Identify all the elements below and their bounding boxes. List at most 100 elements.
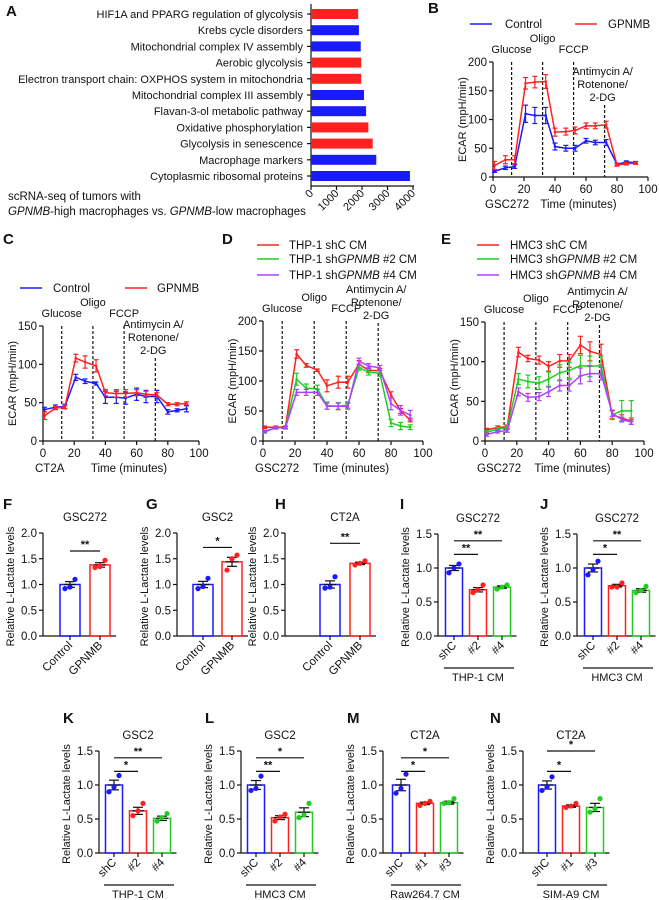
bar-shC <box>444 567 464 637</box>
data-point <box>263 425 266 429</box>
text-part: ECAR (mpH/min) <box>7 341 19 426</box>
injection-label: FCCP <box>331 303 361 315</box>
data-point <box>446 800 452 806</box>
text-part: THP-1 CM <box>452 672 504 684</box>
text-part: K <box>63 710 74 727</box>
text-part: #4 CM <box>600 270 637 282</box>
data-point <box>403 771 409 777</box>
data-point <box>567 369 571 372</box>
cell-line-label: GSC272 <box>477 463 521 475</box>
x-tick-label: 80 <box>385 448 398 460</box>
y-tick-label: 0.0 <box>416 631 432 643</box>
data-point <box>346 380 350 384</box>
text-part: * <box>215 535 220 547</box>
y-tick-label: 0.0 <box>155 631 171 643</box>
data-point <box>234 552 240 558</box>
text-part: CT2A <box>35 463 65 475</box>
data-point <box>140 800 146 806</box>
data-point <box>316 391 319 394</box>
significance-label: ** <box>264 759 273 771</box>
data-point <box>526 380 530 383</box>
text-part: shC <box>436 640 459 663</box>
text-part: THP-1 sh <box>289 270 338 282</box>
data-point <box>585 572 591 578</box>
legend-label: THP-1 shC CM <box>289 240 367 252</box>
data-point <box>537 381 541 385</box>
group-label: Raw264.7 CM <box>390 889 460 900</box>
data-point <box>408 425 412 429</box>
legend-label: Control <box>53 283 90 295</box>
data-point <box>629 409 633 413</box>
text-part: * <box>411 759 416 771</box>
bar-Control <box>319 583 341 637</box>
text-part: ** <box>264 759 273 771</box>
data-point <box>295 352 298 356</box>
y-tick-label: 150 <box>18 321 37 333</box>
text-part: shC <box>96 857 119 880</box>
y-tick-label: 100 <box>468 115 487 127</box>
bar-9 <box>311 138 373 149</box>
text-part: shC <box>383 857 406 880</box>
text-part: THP-1 sh <box>289 254 338 266</box>
data-point <box>336 380 340 384</box>
y-tick-label: 0 <box>473 436 479 448</box>
data-point <box>558 371 562 375</box>
x-tick-label: #2 <box>126 857 144 875</box>
data-point <box>590 566 596 572</box>
text-part: 50 <box>466 396 479 408</box>
data-point <box>619 580 625 586</box>
text-part: CT2A <box>330 512 360 524</box>
data-point <box>304 391 308 394</box>
group-label: HMC3 CM <box>254 889 305 900</box>
text-part: 100 <box>18 359 37 371</box>
data-point <box>272 818 278 824</box>
legend-label: HMC3 shGPNMB #4 CM <box>510 270 637 282</box>
data-point <box>517 350 520 354</box>
text-part: Raw264.7 CM <box>390 889 460 900</box>
x-tick-label: GPNMB <box>327 639 366 678</box>
text-part: 20 <box>510 448 523 460</box>
data-point <box>135 808 141 814</box>
text-part: 200 <box>468 57 487 69</box>
data-point <box>599 372 603 375</box>
significance-label: * <box>411 759 416 771</box>
bar-2 <box>311 25 359 36</box>
text-part: HMC3 CM <box>254 889 305 900</box>
text-part: 40 <box>549 184 562 196</box>
text-part: #3 <box>437 857 455 875</box>
significance-label: ** <box>613 529 622 541</box>
text-part: M <box>347 710 360 727</box>
data-point <box>352 562 358 568</box>
y-tick-label: 50 <box>474 143 487 155</box>
data-point <box>544 784 550 790</box>
text-part: F <box>3 496 12 513</box>
caption-line-2: GPNMB-high macrophages vs. GPNMB-low mac… <box>8 206 306 218</box>
bar-6 <box>311 90 365 100</box>
y-tick-label: 0.5 <box>219 814 235 826</box>
text-part: #2 <box>268 857 286 875</box>
text-part: 50 <box>244 406 257 418</box>
text-part: 0.0 <box>361 848 377 860</box>
x-tick-label: 100 <box>413 448 432 460</box>
text-part: GSC272 <box>595 513 639 525</box>
text-part: CT2A <box>410 730 440 742</box>
text-part: CT2A <box>556 730 586 742</box>
text-part: 60 <box>574 448 587 460</box>
data-point <box>144 392 148 396</box>
data-point <box>526 396 530 399</box>
text-part: 60 <box>353 448 366 460</box>
category-label: Macrophage markers <box>199 155 303 167</box>
bar-shC <box>537 784 557 854</box>
panel-letter-L: L <box>205 710 214 727</box>
text-part: 40 <box>542 448 555 460</box>
panel-letter-B: B <box>428 0 439 17</box>
data-point <box>43 414 46 418</box>
data-point <box>282 811 288 817</box>
text-part: 1.0 <box>21 580 37 592</box>
data-point <box>499 584 505 590</box>
text-part: GPNMB <box>338 254 381 266</box>
text-part: #2 CM <box>600 254 637 266</box>
x-tick-label: 100 <box>189 448 208 460</box>
text-part: 1.0 <box>416 563 432 575</box>
group-label: THP-1 CM <box>112 889 164 900</box>
